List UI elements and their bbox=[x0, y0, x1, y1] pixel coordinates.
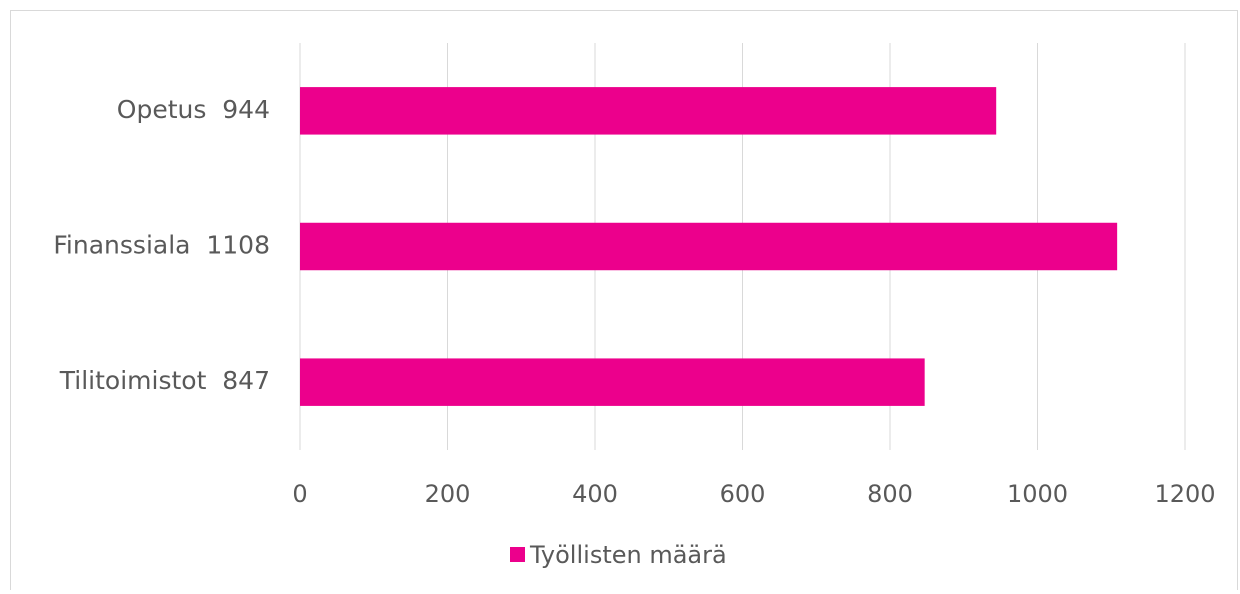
x-tick-label: 1000 bbox=[1007, 480, 1068, 508]
legend-swatch bbox=[510, 547, 525, 562]
x-tick-label: 200 bbox=[425, 480, 471, 508]
bar bbox=[300, 87, 997, 135]
bar bbox=[300, 358, 925, 406]
x-tick-label: 1200 bbox=[1154, 480, 1215, 508]
chart-frame bbox=[10, 10, 1238, 590]
bar bbox=[300, 222, 1118, 271]
y-tick-label: Tilitoimistot 847 bbox=[59, 366, 270, 395]
x-tick-label: 0 bbox=[292, 480, 307, 508]
legend-label: Työllisten määrä bbox=[529, 541, 727, 569]
y-tick-label: Opetus 944 bbox=[117, 95, 270, 124]
x-tick-label: 800 bbox=[867, 480, 913, 508]
x-tick-label: 400 bbox=[572, 480, 618, 508]
x-tick-label: 600 bbox=[720, 480, 766, 508]
y-tick-label: Finanssiala 1108 bbox=[53, 231, 270, 260]
